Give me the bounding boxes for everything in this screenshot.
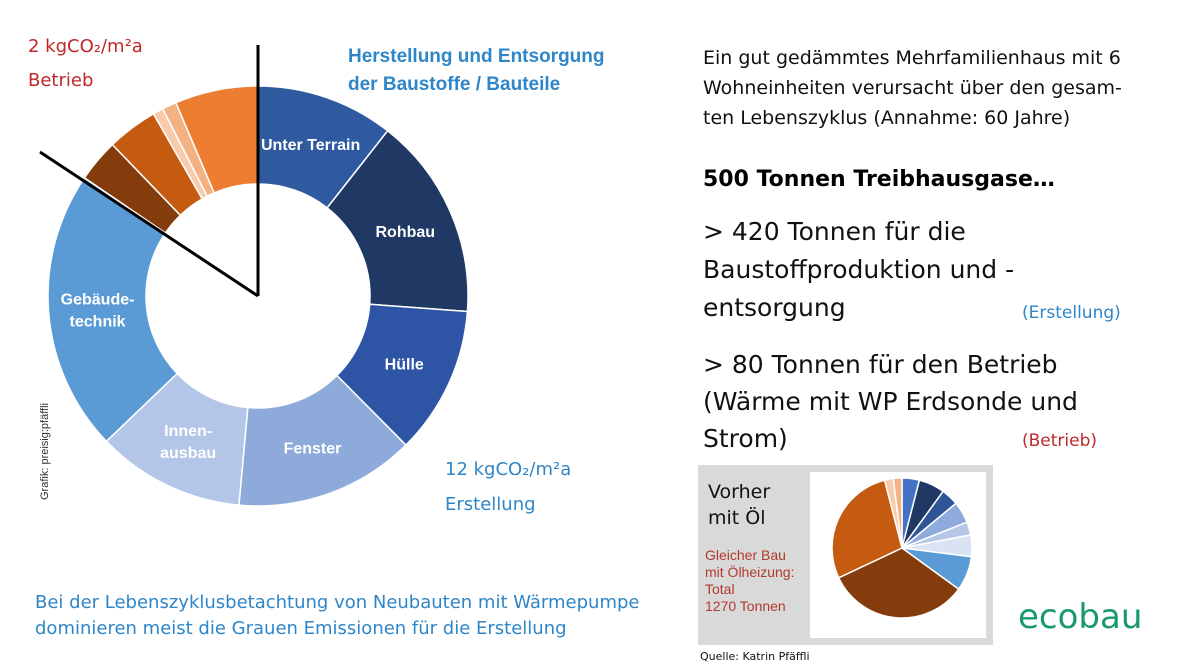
donut-chart: Unter Terrain Rohbau Hülle Fenster Innen-aus… — [47, 85, 469, 507]
erstellung-tag: (Erstellung) — [1022, 303, 1121, 323]
erstellung-text: > 420 Tonnen für die — [703, 217, 966, 246]
caption: Bei der Lebenszyklusbetachtung von Neuba… — [35, 592, 640, 613]
erstellung-text: Baustoffproduktion und - — [703, 255, 1014, 284]
chart-title: Herstellung und Entsorgung — [348, 46, 605, 67]
intro: ten Lebenszyklus (Annahme: 60 Jahre) — [703, 107, 1070, 129]
divider-line — [39, 150, 259, 298]
betrieb-text: (Wärme mit WP Erdsonde und — [703, 387, 1078, 416]
box-note: mit Ölheizung: — [705, 563, 794, 580]
box-title: mit Öl — [708, 506, 766, 529]
erstellung-value: 12 kgCO₂/m²a — [445, 459, 571, 480]
segment — [831, 479, 903, 579]
erstellung-text: entsorgung — [703, 293, 846, 322]
segment-label: Hülle — [385, 356, 424, 373]
logo: ecobau — [1018, 597, 1142, 637]
segment-label: Fenster — [284, 441, 342, 458]
box-note: Gleicher Bau — [705, 547, 786, 563]
intro: Wohneinheiten verursacht über den gesam- — [703, 77, 1122, 99]
box-title: Vorher — [708, 481, 770, 503]
chart-title: der Baustoffe / Bauteile — [348, 74, 560, 95]
segment — [47, 176, 179, 443]
segment-label: Innen-ausbau — [160, 423, 216, 462]
source: Quelle: Katrin Pfäffli — [700, 650, 810, 663]
headline: 500 Tonnen Treibhausgase… — [703, 167, 1055, 192]
segment — [837, 547, 960, 619]
box-note: Total — [705, 581, 735, 597]
betrieb-text: Strom) — [703, 424, 788, 453]
betrieb-tag: (Betrieb) — [1022, 431, 1097, 451]
intro: Ein gut gedämmtes Mehrfamilienhaus mit 6 — [703, 47, 1121, 69]
caption: dominieren meist die Grauen Emissionen f… — [35, 618, 567, 639]
credit: Grafik: preisig:pfäffli — [39, 403, 51, 500]
segment — [892, 477, 903, 549]
betrieb-value: 2 kgCO₂/m²a — [28, 36, 143, 57]
segment-label: Unter Terrain — [261, 137, 360, 154]
betrieb-label: Betrieb — [28, 70, 93, 91]
segment — [326, 129, 469, 313]
segment-label: Rohbau — [376, 224, 436, 241]
box-note: 1270 Tonnen — [705, 598, 786, 614]
erstellung-label: Erstellung — [445, 494, 536, 515]
pie-chart — [831, 477, 973, 619]
betrieb-text: > 80 Tonnen für den Betrieb — [703, 350, 1058, 379]
segment-label: Gebäude-technik — [61, 291, 135, 330]
